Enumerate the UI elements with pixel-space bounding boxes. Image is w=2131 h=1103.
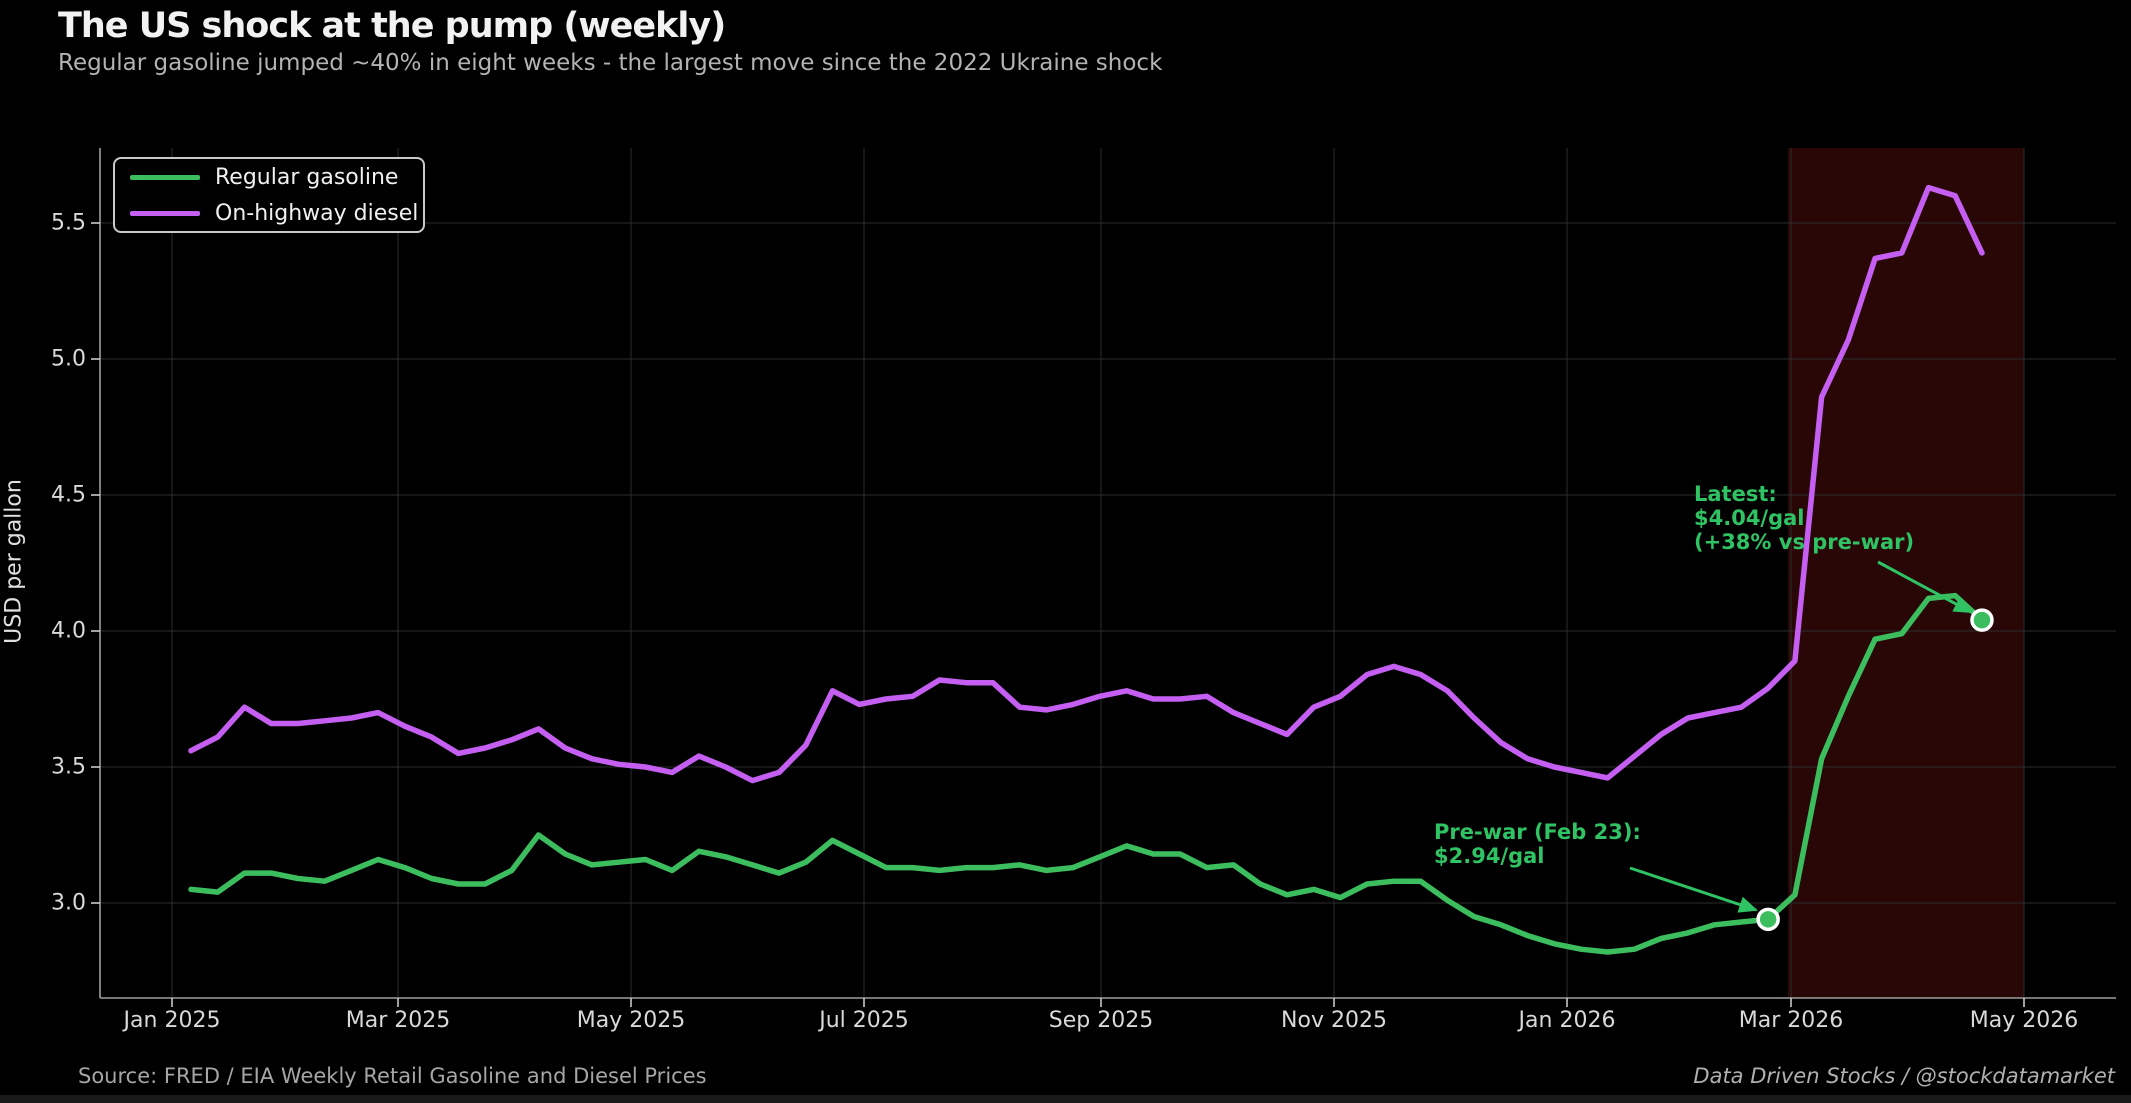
x-tick-label: Jan 2026 xyxy=(1518,1008,1616,1033)
marker-latest xyxy=(1970,608,1994,632)
x-tick-label: Jul 2025 xyxy=(819,1008,909,1033)
source-note: Source: FRED / EIA Weekly Retail Gasolin… xyxy=(78,1064,707,1088)
x-tick-label: Mar 2025 xyxy=(345,1008,451,1033)
y-tick-label: 4.5 xyxy=(51,482,86,508)
y-tick-label: 3.5 xyxy=(51,754,86,780)
page-title: The US shock at the pump (weekly) xyxy=(58,6,726,46)
marker-pre-war xyxy=(1756,907,1780,932)
series-line-diesel xyxy=(188,184,1985,784)
x-tick-label: May 2026 xyxy=(1969,1008,2079,1033)
x-tick-label: Nov 2025 xyxy=(1281,1008,1387,1033)
x-tick-label: Sep 2025 xyxy=(1048,1008,1154,1033)
x-tick-label: May 2025 xyxy=(576,1008,686,1033)
war-period-band xyxy=(1788,148,2024,998)
legend-label: On-highway diesel xyxy=(215,200,419,226)
x-tick-label: Mar 2026 xyxy=(1738,1008,1844,1033)
annotation-arrow xyxy=(1877,560,1973,614)
y-tick-label: 4.0 xyxy=(51,618,86,644)
annotation-prewar: Pre-war (Feb 23): $2.94/gal xyxy=(1434,820,1641,868)
annotation-latest: Latest: $4.04/gal (+38% vs pre-war) xyxy=(1694,482,1915,554)
y-tick-label: 5.5 xyxy=(51,210,86,236)
gasoline-line-swatch xyxy=(130,174,200,180)
window-edge-strip xyxy=(0,1095,2131,1103)
credit-note: Data Driven Stocks / @stockdatamarket xyxy=(1693,1064,2115,1088)
y-tick-label: 3.0 xyxy=(51,890,86,916)
legend-label: Regular gasoline xyxy=(215,164,399,190)
legend: Regular gasoline On-highway diesel xyxy=(113,157,425,233)
annotation-arrow xyxy=(1629,866,1758,913)
x-tick-label: Jan 2025 xyxy=(123,1008,221,1033)
chart-subtitle: Regular gasoline jumped ~40% in eight we… xyxy=(58,50,1163,76)
diesel-line-swatch xyxy=(130,210,200,216)
legend-item-diesel: On-highway diesel xyxy=(130,201,423,226)
y-tick-label: 5.0 xyxy=(51,346,86,372)
series-line-gasoline xyxy=(188,592,1985,955)
legend-item-gasoline: Regular gasoline xyxy=(130,165,423,190)
